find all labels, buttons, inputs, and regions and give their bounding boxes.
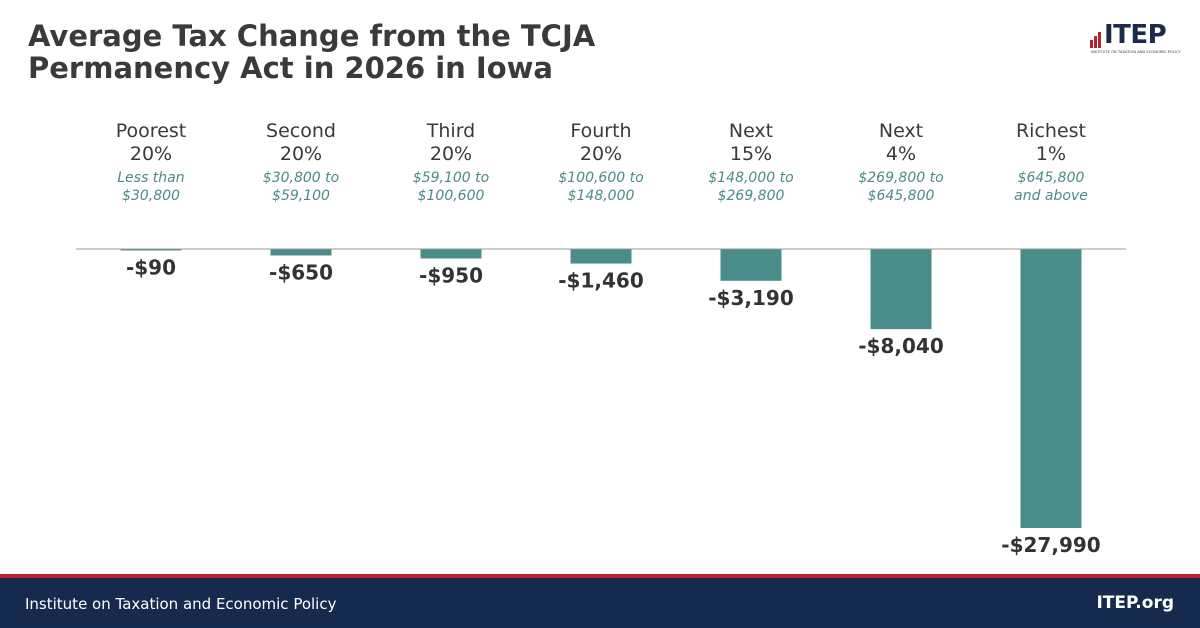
category-range: $269,800 to xyxy=(858,170,943,186)
data-label: -$650 xyxy=(269,260,333,284)
category-label: Richest xyxy=(1016,120,1086,142)
footer-org-name: Institute on Taxation and Economic Polic… xyxy=(25,595,337,613)
category-range: $59,100 to xyxy=(413,170,489,186)
bar xyxy=(420,249,482,259)
category-label: Poorest xyxy=(116,120,186,142)
category-range: $59,100 xyxy=(272,188,330,204)
data-label: -$1,460 xyxy=(558,269,643,293)
category-range: $148,000 xyxy=(568,188,635,204)
bar xyxy=(870,249,932,330)
category-range: Less than xyxy=(117,170,184,186)
category-label: 20% xyxy=(580,143,622,165)
data-label: -$3,190 xyxy=(708,286,793,310)
category-label: Next xyxy=(879,120,923,142)
category-label: 1% xyxy=(1036,143,1066,165)
category-label: 20% xyxy=(280,143,322,165)
bar xyxy=(120,249,182,251)
category-label: 20% xyxy=(130,143,172,165)
logo-bars-icon xyxy=(1090,30,1104,48)
category-range: and above xyxy=(1014,188,1088,204)
bar xyxy=(1020,249,1082,528)
category-range: $645,800 xyxy=(1018,170,1085,186)
data-label: -$950 xyxy=(419,263,483,287)
chart-title-line-2: Permanency Act in 2026 in Iowa xyxy=(28,51,554,85)
category-range: $269,800 xyxy=(718,188,785,204)
logo-tagline: INSTITUTE ON TAXATION AND ECONOMIC POLIC… xyxy=(1091,50,1181,54)
itep-logo[interactable]: ITEP INSTITUTE ON TAXATION AND ECONOMIC … xyxy=(1090,20,1181,58)
category-range: $148,000 to xyxy=(708,170,793,186)
data-label: -$8,040 xyxy=(858,334,943,358)
bar xyxy=(270,249,332,256)
footer: Institute on Taxation and Economic Polic… xyxy=(0,578,1200,628)
data-label: -$27,990 xyxy=(1001,533,1100,557)
category-label: Third xyxy=(426,120,475,142)
category-range: $100,600 xyxy=(418,188,485,204)
logo-wordmark: ITEP xyxy=(1104,20,1167,50)
chart-title: Average Tax Change from the TCJA Permane… xyxy=(28,20,728,84)
bar xyxy=(570,249,632,264)
category-label: 15% xyxy=(730,143,772,165)
category-label: 4% xyxy=(886,143,916,165)
category-range: $30,800 to xyxy=(263,170,339,186)
data-label: -$90 xyxy=(126,256,176,280)
category-label: Next xyxy=(729,120,773,142)
footer-stripe xyxy=(0,574,1200,578)
chart-title-line-1: Average Tax Change from the TCJA xyxy=(28,19,596,53)
category-range: $645,800 xyxy=(868,188,935,204)
category-label: 20% xyxy=(430,143,472,165)
category-label: Second xyxy=(266,120,336,142)
category-label: Fourth xyxy=(570,120,631,142)
bar xyxy=(720,249,782,281)
footer-site-link[interactable]: ITEP.org xyxy=(1096,593,1174,613)
category-range: $30,800 xyxy=(122,188,180,204)
category-range: $100,600 to xyxy=(558,170,643,186)
